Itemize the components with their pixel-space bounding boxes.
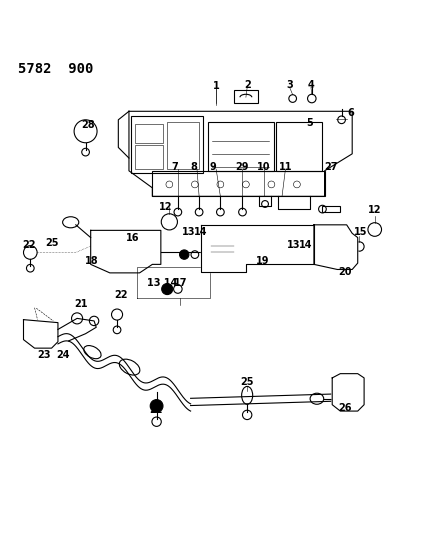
Bar [152,171,324,196]
Text: 12: 12 [159,202,173,212]
Bar [129,244,157,260]
Polygon shape [91,230,161,273]
Bar [210,246,237,259]
Bar [208,122,273,171]
Text: 15: 15 [354,227,368,237]
Circle shape [150,400,163,413]
Circle shape [291,247,300,256]
Text: 13: 13 [287,240,301,250]
Text: 20: 20 [338,266,352,277]
Text: 25: 25 [241,377,254,387]
Bar [276,122,322,171]
Text: 9: 9 [210,161,217,172]
Text: 25: 25 [45,238,58,248]
Text: 1: 1 [213,81,220,91]
Bar [95,235,133,260]
Bar [322,206,340,213]
Polygon shape [201,225,314,272]
Polygon shape [24,320,58,348]
Text: 5782  900: 5782 900 [18,62,94,76]
Text: 19: 19 [256,256,270,266]
Text: 8: 8 [190,161,197,172]
Text: 27: 27 [324,161,338,172]
Text: 18: 18 [85,256,98,266]
Circle shape [180,250,189,259]
Bar [235,90,258,103]
Text: 7: 7 [172,161,178,172]
Bar [205,229,284,261]
Text: 3: 3 [286,79,293,90]
Text: 23: 23 [37,350,51,360]
Text: 10: 10 [257,161,271,172]
Bar [167,122,199,169]
Text: 13 14: 13 14 [147,278,177,288]
Circle shape [162,284,173,295]
Bar [135,146,163,169]
Text: 5: 5 [306,118,313,128]
Bar [135,124,163,143]
Text: 11: 11 [279,161,292,172]
Text: 28: 28 [82,120,95,131]
Text: 12: 12 [368,205,381,215]
Text: 21: 21 [74,299,88,309]
Bar [241,233,280,259]
Text: 14: 14 [193,228,207,238]
Text: 2: 2 [244,79,250,90]
Bar [337,243,353,261]
Text: 26: 26 [338,402,352,413]
Bar [317,243,335,261]
Polygon shape [314,225,358,270]
Text: 22: 22 [115,290,128,301]
Text: 16: 16 [125,232,139,243]
Text: 29: 29 [235,161,248,172]
Text: 17: 17 [174,278,187,288]
Text: 6: 6 [348,108,354,118]
Text: 13: 13 [182,228,195,238]
Text: 22: 22 [22,240,36,250]
Text: 22: 22 [149,405,163,415]
Text: 14: 14 [299,240,312,250]
Text: 4: 4 [308,79,314,90]
Bar [131,116,203,173]
Polygon shape [332,374,364,411]
Text: 24: 24 [56,350,70,360]
